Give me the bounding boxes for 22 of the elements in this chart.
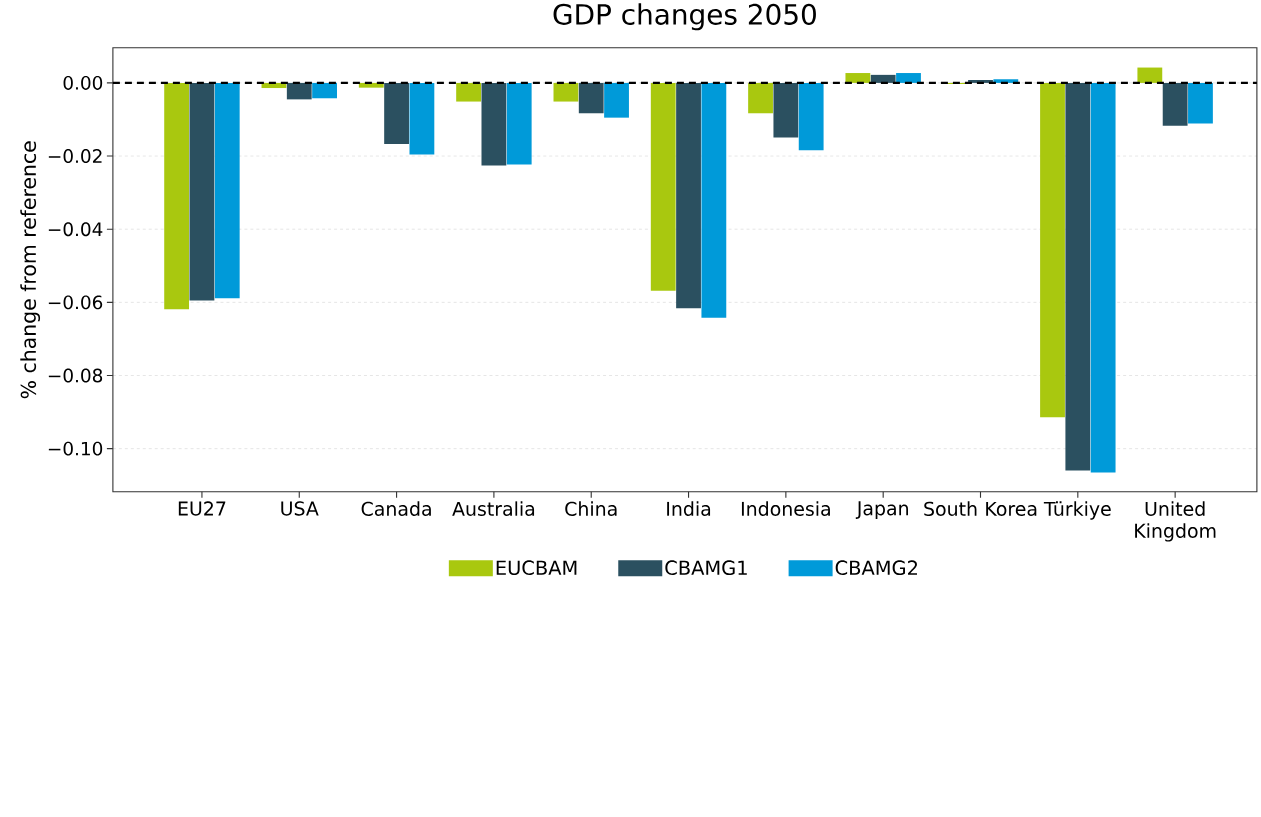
legend-label: CBAMG1 [665, 560, 747, 575]
x-tick-label: United Kingdom [1135, 501, 1216, 542]
x-tick-label: Australia [452, 501, 535, 516]
x-tick-label: China [565, 501, 617, 516]
y-axis-title: % change from reference [20, 141, 41, 399]
x-tick-label: India [667, 501, 711, 516]
x-tick-label: Türkiye [1043, 501, 1111, 520]
x-tick-label: USA [281, 501, 319, 516]
x-tick-label: EU27 [178, 501, 226, 516]
x-tick-label: Japan [855, 501, 908, 519]
y-tick-label: 0.00 [63, 75, 103, 90]
y-tick-label: −0.02 [48, 148, 102, 163]
y-tick-label: −0.08 [48, 368, 103, 383]
x-tick-label: Canada [361, 501, 431, 516]
legend-label: EUCBAM [496, 560, 577, 575]
legend-label: CBAMG2 [835, 560, 917, 575]
chart-title: GDP changes 2050 [553, 3, 816, 31]
x-tick-label: Indonesia [741, 501, 830, 516]
y-tick-label: −0.06 [48, 295, 103, 310]
y-tick-label: −0.04 [48, 222, 103, 237]
x-tick-label: South Korea [924, 501, 1037, 516]
y-tick-label: −0.10 [48, 441, 103, 456]
